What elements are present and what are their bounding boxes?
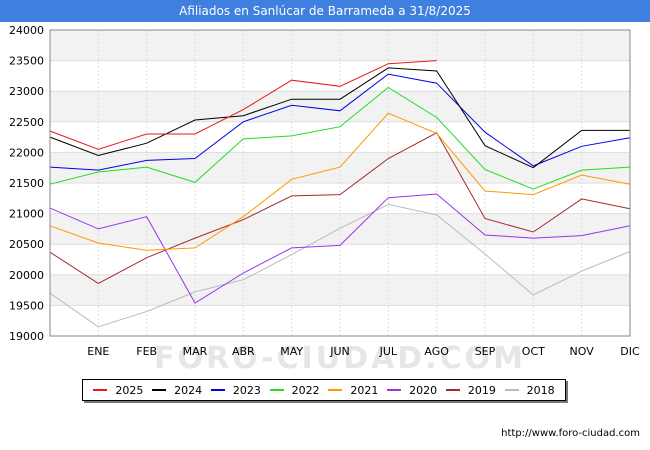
- x-tick-label: NOV: [570, 345, 595, 358]
- series-line-2021: [49, 112, 631, 251]
- legend-item-2020: 2020: [387, 384, 437, 397]
- legend-item-2018: 2018: [504, 383, 555, 397]
- y-tick-label: 21500: [9, 177, 44, 190]
- y-axis-ticks: 19000 19500 20000 20500 21000 21500 22000 22500…: [9, 24, 44, 343]
- chart-title: Afiliados en Sanlúcar de Barrameda a 31/…: [0, 0, 650, 22]
- y-tick-label: 23500: [9, 55, 44, 68]
- legend-label: 2021: [350, 383, 379, 397]
- series-lines: [49, 60, 631, 328]
- legend-item-2024: 2024: [152, 384, 202, 397]
- series-line-2020: [49, 193, 631, 304]
- legend-label: 2024: [174, 383, 203, 397]
- legend-swatch: [210, 389, 225, 391]
- y-tick-label: 21000: [9, 208, 44, 221]
- legend-item-2021: 2021: [328, 384, 378, 397]
- plot-frame: [49, 29, 631, 337]
- x-tick-label: JUL: [379, 345, 398, 358]
- legend-swatch: [152, 389, 167, 391]
- legend-item-2023: 2023: [210, 383, 261, 397]
- x-tick-label: ENE: [87, 345, 109, 358]
- legend-swatch: [269, 389, 284, 391]
- y-tick-label: 24000: [9, 24, 44, 37]
- y-tick-label: 19000: [9, 330, 44, 343]
- y-tick-label: 23000: [9, 85, 44, 98]
- legend-swatch: [328, 389, 343, 391]
- y-tick-label: 22500: [9, 116, 44, 129]
- legend-label: 2022: [291, 383, 320, 397]
- y-tick-label: 20000: [9, 269, 44, 282]
- legend: 2025 2024 2023 2022 2021 2020 2019 2018: [82, 379, 566, 401]
- legend-swatch: [93, 389, 108, 391]
- x-axis-ticks: ENE FEB MAR ABR MAY JUN JUL AGO SEP OCT NOV DIC: [87, 345, 640, 358]
- x-tick-label: DIC: [620, 345, 640, 358]
- legend-item-2025: 2025: [93, 384, 143, 397]
- legend-swatch: [387, 389, 402, 391]
- legend-item-2019: 2019: [445, 383, 496, 397]
- x-tick-label: AGO: [424, 345, 449, 358]
- legend-label: 2025: [115, 383, 144, 397]
- x-tick-label: OCT: [522, 345, 545, 358]
- x-tick-label: SEP: [475, 345, 496, 358]
- source-url: http://www.foro-ciudad.com: [501, 428, 640, 439]
- series-line-2023: [49, 73, 631, 171]
- legend-label: 2019: [467, 383, 496, 397]
- legend-label: 2018: [526, 383, 555, 397]
- series-line-2019: [49, 132, 631, 284]
- x-tick-label: ABR: [232, 345, 255, 358]
- watermark: FORO-CIUDAD.COM: [154, 341, 526, 376]
- y-tick-label: 19500: [9, 299, 44, 312]
- legend-swatch: [445, 389, 460, 391]
- chart-title-text: Afiliados en Sanlúcar de Barrameda a 31/…: [179, 4, 471, 18]
- series-line-2018: [49, 203, 631, 328]
- x-tick-label: FEB: [136, 345, 157, 358]
- y-tick-label: 20500: [9, 238, 44, 251]
- series-line-2025: [49, 60, 437, 150]
- legend-label: 2023: [232, 383, 261, 397]
- series-line-2022: [49, 86, 631, 190]
- x-tick-label: JUN: [329, 345, 350, 358]
- series-line-2024: [49, 67, 630, 169]
- x-tick-label: MAY: [280, 345, 303, 358]
- y-tick-label: 22000: [9, 146, 44, 159]
- x-tick-label: MAR: [183, 345, 208, 358]
- legend-label: 2020: [409, 383, 438, 397]
- legend-item-2022: 2022: [269, 383, 320, 397]
- legend-swatch: [504, 389, 519, 391]
